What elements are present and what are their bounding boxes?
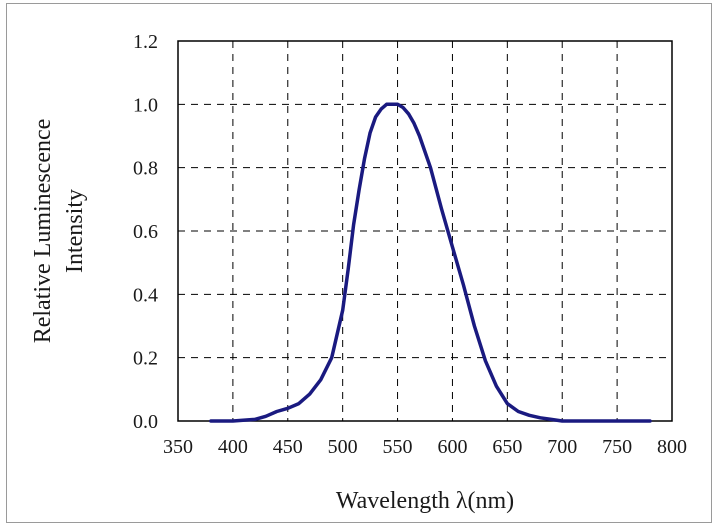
y-tick-label: 0.4 <box>133 284 158 306</box>
y-tick-labels: 0.0 0.2 0.4 0.6 0.8 1.0 1.2 <box>133 31 158 433</box>
y-tick-label: 1.2 <box>133 31 158 53</box>
x-tick-labels: 350 400 450 500 550 600 650 700 750 800 <box>163 436 687 458</box>
x-tick-label: 400 <box>218 436 248 458</box>
x-axis-title: Wavelength λ(nm) <box>336 488 514 514</box>
y-axis-title-line1: Relative Luminescence <box>30 119 56 344</box>
x-tick-label: 500 <box>328 436 358 458</box>
chart-frame <box>6 3 712 523</box>
spectrum-curve <box>209 102 652 423</box>
y-tick-label: 1.0 <box>133 94 158 116</box>
x-tick-label: 350 <box>163 436 193 458</box>
y-axis-title-line2: Intensity <box>62 189 88 273</box>
plot-area <box>177 40 673 422</box>
x-tick-label: 650 <box>492 436 522 458</box>
y-tick-label: 0.0 <box>133 411 158 433</box>
x-tick-label: 750 <box>602 436 632 458</box>
x-tick-label: 600 <box>437 436 467 458</box>
y-tick-label: 0.6 <box>133 221 158 243</box>
x-tick-label: 450 <box>273 436 303 458</box>
x-tick-label: 800 <box>657 436 687 458</box>
x-tick-label: 550 <box>383 436 413 458</box>
grid-lines <box>178 41 672 421</box>
x-tick-label: 700 <box>547 436 577 458</box>
y-tick-label: 0.2 <box>133 348 158 370</box>
y-tick-label: 0.8 <box>133 158 158 180</box>
